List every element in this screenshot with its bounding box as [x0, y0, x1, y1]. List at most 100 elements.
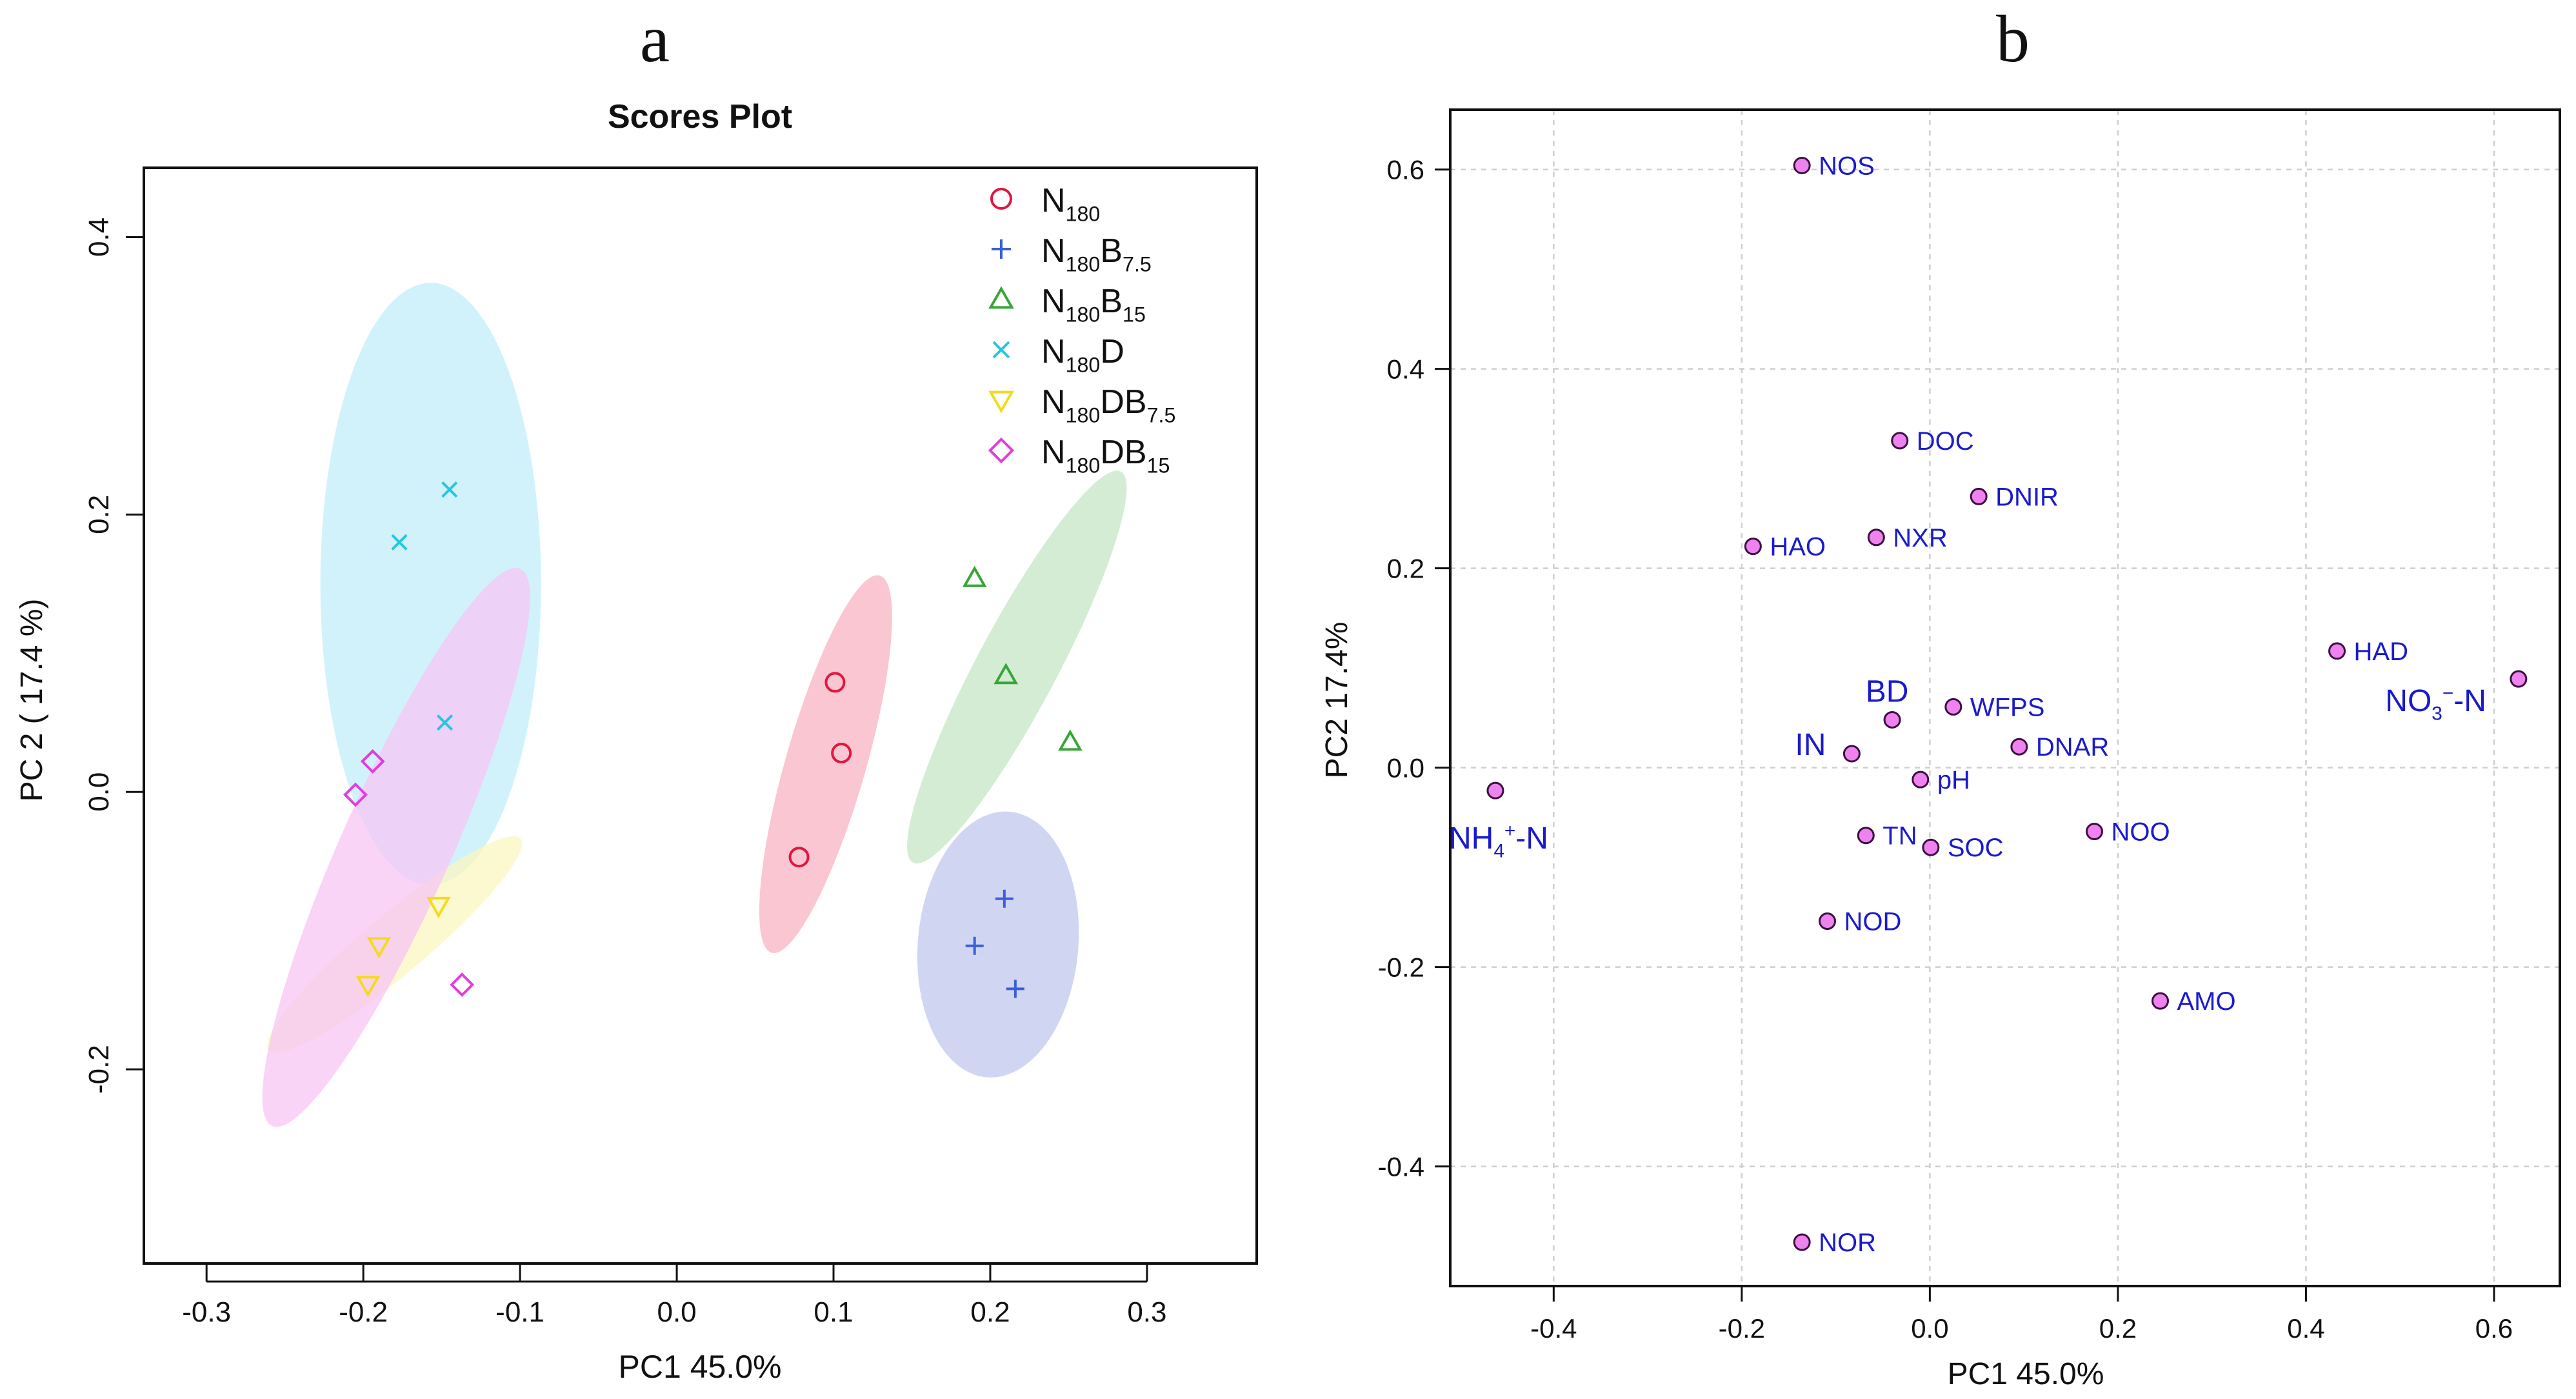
- x-tick-label: 0.0: [1911, 1313, 1948, 1344]
- x-tick-label: -0.2: [1719, 1313, 1765, 1344]
- chart-a-points: [343, 481, 1083, 998]
- legend-label-n180db7-5: N180DB7.5: [1041, 383, 1175, 427]
- variable-label-doc: DOC: [1917, 427, 1974, 456]
- variable-point-bd: [1883, 710, 1901, 729]
- chart-a-x-axis: -0.3 -0.2 -0.1 0.0 0.1 0.2 0.3: [182, 1263, 1167, 1328]
- confidence-ellipse-n180db15: [262, 568, 530, 1127]
- x-tick-label: -0.2: [339, 1296, 388, 1328]
- legend-label-n180d: N180D: [1041, 333, 1124, 377]
- data-point-n180db15-3: [450, 972, 475, 997]
- variable-point-nos: [1793, 157, 1811, 175]
- y-tick-label: 0.2: [83, 495, 115, 534]
- variable-label-nh-n: NH4+-N: [1449, 820, 1548, 862]
- panel-a-letter: a: [640, 2, 670, 76]
- variable-point-nor: [1793, 1233, 1811, 1251]
- legend-marker-n180db15: [988, 437, 1015, 464]
- chart-a-ellipses: [262, 283, 1127, 1127]
- variable-label-nos: NOS: [1819, 152, 1875, 181]
- chart-b-x-axis-label: PC1 45.0%: [1948, 1357, 2104, 1391]
- legend-label-n180b7-5: N180B7.5: [1041, 232, 1152, 276]
- variable-label-ph: pH: [1937, 766, 1970, 794]
- legend-label-n180b15: N180B15: [1041, 283, 1146, 327]
- data-point-n180d-2: [391, 534, 408, 550]
- variable-label-no-n: NO3−-N: [2385, 683, 2486, 725]
- variable-point-dnir: [1970, 487, 1988, 505]
- data-point-n180-2: [831, 743, 852, 764]
- data-point-n180db7-5-3: [355, 976, 381, 998]
- variable-label-bd: BD: [1866, 674, 1909, 709]
- data-point-n180b7-5-1: [995, 889, 1013, 908]
- panel-b-letter: b: [1996, 2, 2030, 76]
- variable-label-hao: HAO: [1770, 533, 1826, 561]
- chart-a-x-axis-label: PC1 45.0%: [619, 1349, 782, 1385]
- variable-point-noo: [2085, 823, 2103, 841]
- y-tick-label: -0.2: [1378, 952, 1424, 983]
- x-tick-label: 0.2: [970, 1296, 1010, 1328]
- variable-point-amo: [2152, 992, 2170, 1010]
- chart-a-y-axis: -0.2 0.0 0.2 0.4: [83, 217, 144, 1094]
- data-point-n180b7-5-3: [1006, 980, 1024, 998]
- data-point-n180-1: [824, 672, 846, 693]
- data-point-n180db15-1: [360, 749, 385, 774]
- variable-label-soc: SOC: [1948, 834, 2004, 862]
- y-tick-label: -0.4: [1378, 1152, 1424, 1182]
- chart-a-y-axis-label: PC 2 ( 17.4 %): [15, 599, 49, 802]
- legend-marker-n180b15: [988, 286, 1014, 309]
- legend-marker-n180d: [992, 341, 1010, 359]
- legend-marker-n180db7-5: [988, 390, 1014, 414]
- data-point-n180db7-5-2: [366, 937, 392, 959]
- variable-point-tn: [1857, 827, 1875, 845]
- chart-b-x-axis: -0.4 -0.2 0.0 0.2 0.4 0.6: [1530, 1286, 2513, 1344]
- variable-label-dnar: DNAR: [2036, 733, 2109, 761]
- y-tick-label: 0.0: [83, 772, 115, 812]
- variable-label-had: HAD: [2354, 638, 2408, 666]
- data-point-n180db15-2: [343, 782, 368, 807]
- variable-point-in: [1842, 745, 1861, 763]
- x-tick-label: 0.1: [814, 1296, 853, 1328]
- variable-label-nxr: NXR: [1893, 524, 1947, 552]
- variable-point-dnar: [2010, 738, 2028, 756]
- variable-point-nxr: [1867, 528, 1885, 547]
- variable-label-tn: TN: [1882, 822, 1917, 850]
- chart-a-legend: N180 N180B7.5 N180B15 N180D N180DB7.5 N180DB1…: [988, 182, 1175, 478]
- data-point-n180-3: [788, 847, 810, 868]
- x-tick-label: 0.3: [1127, 1296, 1166, 1328]
- chart-b-plot-frame: [1449, 108, 2561, 1287]
- data-point-n180d-1: [441, 481, 458, 498]
- legend-marker-n180b7-5: [992, 239, 1011, 259]
- x-tick-label: -0.1: [495, 1296, 544, 1328]
- data-point-n180b15-1: [962, 565, 987, 587]
- variable-point-had: [2328, 642, 2346, 660]
- variable-point-wfps: [1944, 698, 1962, 716]
- variable-point-soc: [1922, 838, 1940, 856]
- x-tick-label: 0.6: [2475, 1313, 2513, 1344]
- x-tick-label: 0.2: [2099, 1313, 2137, 1344]
- variable-point-doc: [1891, 432, 1909, 450]
- legend-marker-n180: [990, 188, 1012, 210]
- variable-point-ph: [1912, 770, 1930, 789]
- variable-label-noo: NOO: [2111, 818, 2170, 847]
- data-point-n180d-3: [436, 714, 454, 731]
- y-tick-label: 0.6: [1387, 155, 1424, 185]
- y-tick-label: 0.0: [1387, 753, 1424, 783]
- variable-label-nod: NOD: [1844, 908, 1902, 936]
- variable-point-nh-n: [1486, 781, 1504, 800]
- data-point-n180b7-5-2: [965, 936, 984, 955]
- y-tick-label: 0.2: [1387, 554, 1424, 584]
- confidence-ellipse-n180: [759, 575, 892, 954]
- chart-b-points: NOS DOC DNIR HAO NXR HAD NO3−-N BD WFPS IN DNAR pH N…: [1449, 152, 2528, 1257]
- x-tick-label: -0.4: [1530, 1313, 1577, 1344]
- data-point-n180b15-2: [993, 663, 1019, 685]
- variable-point-no-n: [2510, 670, 2528, 688]
- chart-b-y-axis: -0.4 -0.2 0.0 0.2 0.4 0.6: [1378, 155, 1450, 1182]
- x-tick-label: -0.3: [182, 1296, 231, 1328]
- chart-a-title: Scores Plot: [608, 98, 792, 136]
- legend-label-n180: N180: [1041, 182, 1100, 226]
- variable-label-dnir: DNIR: [1995, 483, 2059, 511]
- variable-label-in: IN: [1795, 728, 1826, 762]
- x-tick-label: 0.0: [657, 1296, 696, 1328]
- confidence-ellipse-n180b15: [907, 470, 1127, 864]
- variable-point-hao: [1744, 538, 1762, 556]
- y-tick-label: 0.4: [83, 217, 115, 257]
